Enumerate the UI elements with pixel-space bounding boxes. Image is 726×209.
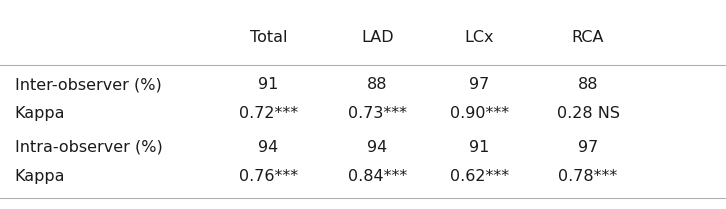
Text: Total: Total <box>250 30 287 45</box>
Text: 0.90***: 0.90*** <box>449 106 509 121</box>
Text: Kappa: Kappa <box>15 106 65 121</box>
Text: Kappa: Kappa <box>15 169 65 184</box>
Text: 88: 88 <box>367 77 388 92</box>
Text: Inter-observer (%): Inter-observer (%) <box>15 77 161 92</box>
Text: 88: 88 <box>578 77 598 92</box>
Text: Intra-observer (%): Intra-observer (%) <box>15 140 163 155</box>
Text: 0.28 NS: 0.28 NS <box>557 106 619 121</box>
Text: 94: 94 <box>367 140 388 155</box>
Text: 91: 91 <box>469 140 489 155</box>
Text: LAD: LAD <box>362 30 393 45</box>
Text: 0.78***: 0.78*** <box>558 169 618 184</box>
Text: 0.62***: 0.62*** <box>449 169 509 184</box>
Text: 94: 94 <box>258 140 279 155</box>
Text: 91: 91 <box>258 77 279 92</box>
Text: 0.72***: 0.72*** <box>239 106 298 121</box>
Text: 97: 97 <box>469 77 489 92</box>
Text: 97: 97 <box>578 140 598 155</box>
Text: 0.84***: 0.84*** <box>348 169 407 184</box>
Text: 0.76***: 0.76*** <box>239 169 298 184</box>
Text: 0.73***: 0.73*** <box>348 106 407 121</box>
Text: LCx: LCx <box>465 30 494 45</box>
Text: RCA: RCA <box>572 30 604 45</box>
